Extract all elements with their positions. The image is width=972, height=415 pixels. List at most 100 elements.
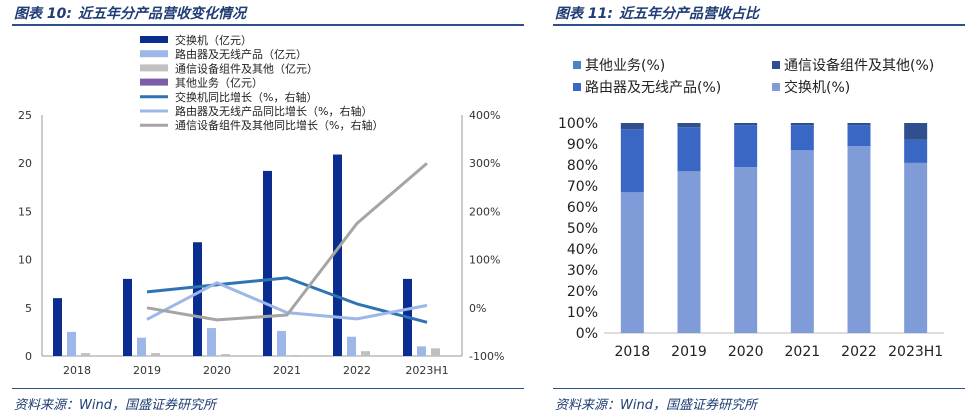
x-tick-label: 2021: [785, 344, 821, 360]
left-figure-label: 图表 10:: [14, 6, 72, 22]
right-source-rule: [553, 388, 965, 389]
bar-3: [221, 354, 230, 356]
x-tick-label: 2023H1: [405, 364, 448, 377]
y-tick-label: 50%: [567, 221, 598, 237]
y-tick-label: 10: [18, 254, 32, 267]
bar-1: [53, 298, 62, 356]
right-title-rule: [553, 24, 965, 26]
right-figure-text: 近五年分产品营收占比: [618, 6, 759, 22]
stack-segment-1: [847, 146, 871, 333]
bar-1: [123, 278, 132, 356]
legend-label: 路由器及无线产品(%): [585, 80, 721, 96]
right-source: 资料来源：Wind，国盛证券研究所: [555, 398, 757, 413]
left-chart: 0 5 10 15 20 25 -100% 0% 100% 200% 300% 400% 2018 201…: [18, 33, 504, 377]
stack-segment-1: [904, 162, 928, 333]
legend-swatch: [772, 83, 780, 91]
bar-2: [417, 346, 426, 356]
stack-segment-1: [790, 150, 814, 333]
y-tick-label: 15: [18, 205, 32, 218]
stack-segment-1: [677, 171, 701, 333]
stack-segment-3: [677, 123, 701, 128]
legend-swatch: [573, 61, 581, 69]
stack-segment-1: [620, 192, 644, 333]
y-tick-label: 10%: [567, 305, 598, 321]
y-tick-label: 0: [25, 350, 32, 363]
left-source: 资料来源：Wind，国盛证券研究所: [14, 398, 216, 413]
bar-3: [81, 353, 90, 356]
right-figure-label: 图表 11:: [555, 6, 613, 22]
legend-swatch: [140, 78, 168, 86]
legend-swatch: [573, 83, 581, 91]
legend-label: 交换机（亿元）: [175, 33, 252, 47]
legend-label: 路由器及无线产品同比增长（%，右轴）: [175, 104, 372, 118]
bar-3: [361, 351, 370, 356]
stack-segment-2: [677, 127, 701, 172]
y-tick-label: 20%: [567, 284, 598, 300]
bar-2: [277, 330, 286, 356]
legend-swatch: [140, 36, 168, 43]
y-tick-label: 30%: [567, 263, 598, 279]
y2-tick-label: 300%: [469, 157, 500, 170]
legend-label: 通信设备组件及其他同比增长（%，右轴）: [175, 118, 383, 132]
growth-line-3: [146, 162, 428, 322]
x-tick-label: 2023H1: [888, 344, 943, 360]
legend-label: 通信设备组件及其他（亿元）: [175, 61, 318, 75]
x-tick-label: 2022: [343, 364, 371, 377]
legend-label: 其他业务（亿元）: [175, 77, 263, 90]
legend-label: 交换机同比增长（%，右轴）: [175, 90, 317, 104]
legend-swatch: [140, 50, 168, 58]
left-title-rule: [12, 24, 524, 26]
x-tick-label: 2019: [671, 344, 707, 360]
y-tick-label: 5: [25, 302, 32, 315]
bar-2: [137, 337, 146, 356]
bar-1: [333, 154, 342, 356]
bar-2: [347, 336, 356, 356]
legend-label: 通信设备组件及其他(%): [784, 57, 934, 74]
growth-line-1: [146, 276, 428, 324]
stack-segment-3: [620, 123, 644, 130]
legend-swatch: [772, 61, 780, 69]
legend-label: 路由器及无线产品（亿元）: [175, 47, 307, 61]
bar-2: [67, 331, 76, 356]
bar-1: [193, 242, 202, 356]
y-tick-label: 80%: [567, 158, 598, 174]
x-tick-label: 2020: [728, 344, 764, 360]
bar-1: [263, 170, 272, 356]
right-chart: 0% 10% 20% 30% 40% 50% 60% 70% 80% 90% 100% 2018 201…: [558, 57, 944, 360]
stack-segment-3: [904, 123, 928, 140]
y-tick-label: 20: [18, 157, 32, 170]
y-tick-label: 90%: [567, 137, 598, 153]
y-tick-label: 40%: [567, 242, 598, 258]
stack-segment-1: [734, 167, 758, 333]
y-tick-label: 70%: [567, 179, 598, 195]
stack-segment-3: [790, 123, 814, 126]
stack-segment-2: [620, 129, 644, 193]
x-tick-label: 2019: [133, 364, 161, 377]
legend-label: 其他业务(%): [585, 58, 665, 74]
x-tick-label: 2018: [615, 344, 651, 360]
legend-swatch: [140, 64, 168, 72]
y2-tick-label: 0%: [469, 302, 486, 315]
left-source-rule: [12, 388, 524, 389]
stack-segment-2: [790, 125, 814, 151]
y2-tick-label: -100%: [469, 350, 504, 363]
legend-label: 交换机(%): [784, 79, 850, 96]
y-tick-label: 60%: [567, 200, 598, 216]
bar-2: [207, 328, 216, 356]
y-tick-label: 25: [18, 109, 32, 122]
stack-segment-3: [847, 123, 871, 126]
bar-3: [431, 348, 440, 356]
right-figure-title: 图表 11: 近五年分产品营收占比: [555, 3, 759, 23]
y-tick-label: 100%: [558, 116, 598, 132]
left-figure-title: 图表 10: 近五年分产品营收变化情况: [14, 3, 246, 23]
y2-tick-label: 100%: [469, 254, 500, 267]
y2-tick-label: 200%: [469, 205, 500, 218]
bar-3: [291, 355, 300, 356]
x-tick-label: 2018: [63, 364, 91, 377]
stack-segment-2: [904, 139, 928, 163]
y-tick-label: 0%: [576, 326, 598, 342]
y2-tick-label: 400%: [469, 109, 500, 122]
x-tick-label: 2021: [273, 364, 301, 377]
x-tick-label: 2020: [203, 364, 231, 377]
x-tick-label: 2022: [841, 344, 877, 360]
